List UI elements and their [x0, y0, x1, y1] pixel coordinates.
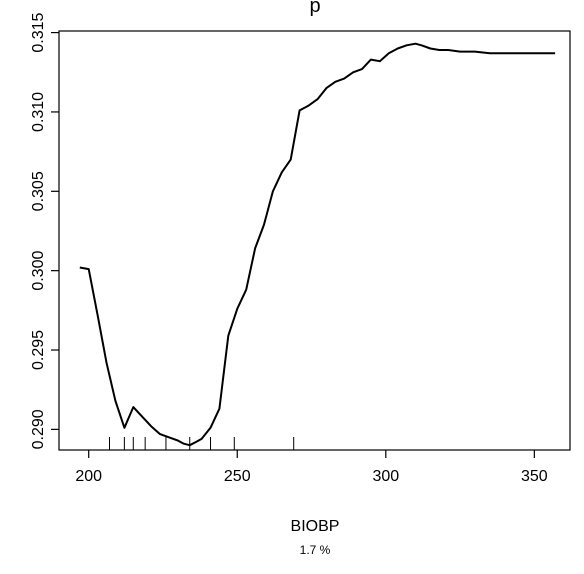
y-tick-label: 0.305	[30, 171, 47, 211]
x-tick-label: 250	[224, 468, 251, 485]
y-tick-label: 0.310	[30, 92, 47, 132]
y-tick-label: 0.295	[30, 330, 47, 370]
y-tick-label: 0.290	[30, 409, 47, 449]
y-axis: 0.290 0.295 0.300 0.305 0.310 0.315	[30, 12, 59, 449]
rug-marks	[109, 437, 295, 450]
series-line	[79, 42, 556, 447]
x-axis: 200 250 300 350	[75, 450, 548, 485]
x-axis-label: BIOBP	[291, 518, 340, 535]
plot-frame	[58, 30, 571, 451]
x-tick-label: 200	[75, 468, 102, 485]
y-tick-label: 0.300	[30, 251, 47, 291]
y-tick-label: 0.315	[30, 12, 47, 52]
chart-title: p	[309, 0, 320, 17]
x-tick-label: 350	[521, 468, 548, 485]
x-axis-sublabel: 1.7 %	[300, 543, 331, 557]
x-tick-label: 300	[372, 468, 399, 485]
